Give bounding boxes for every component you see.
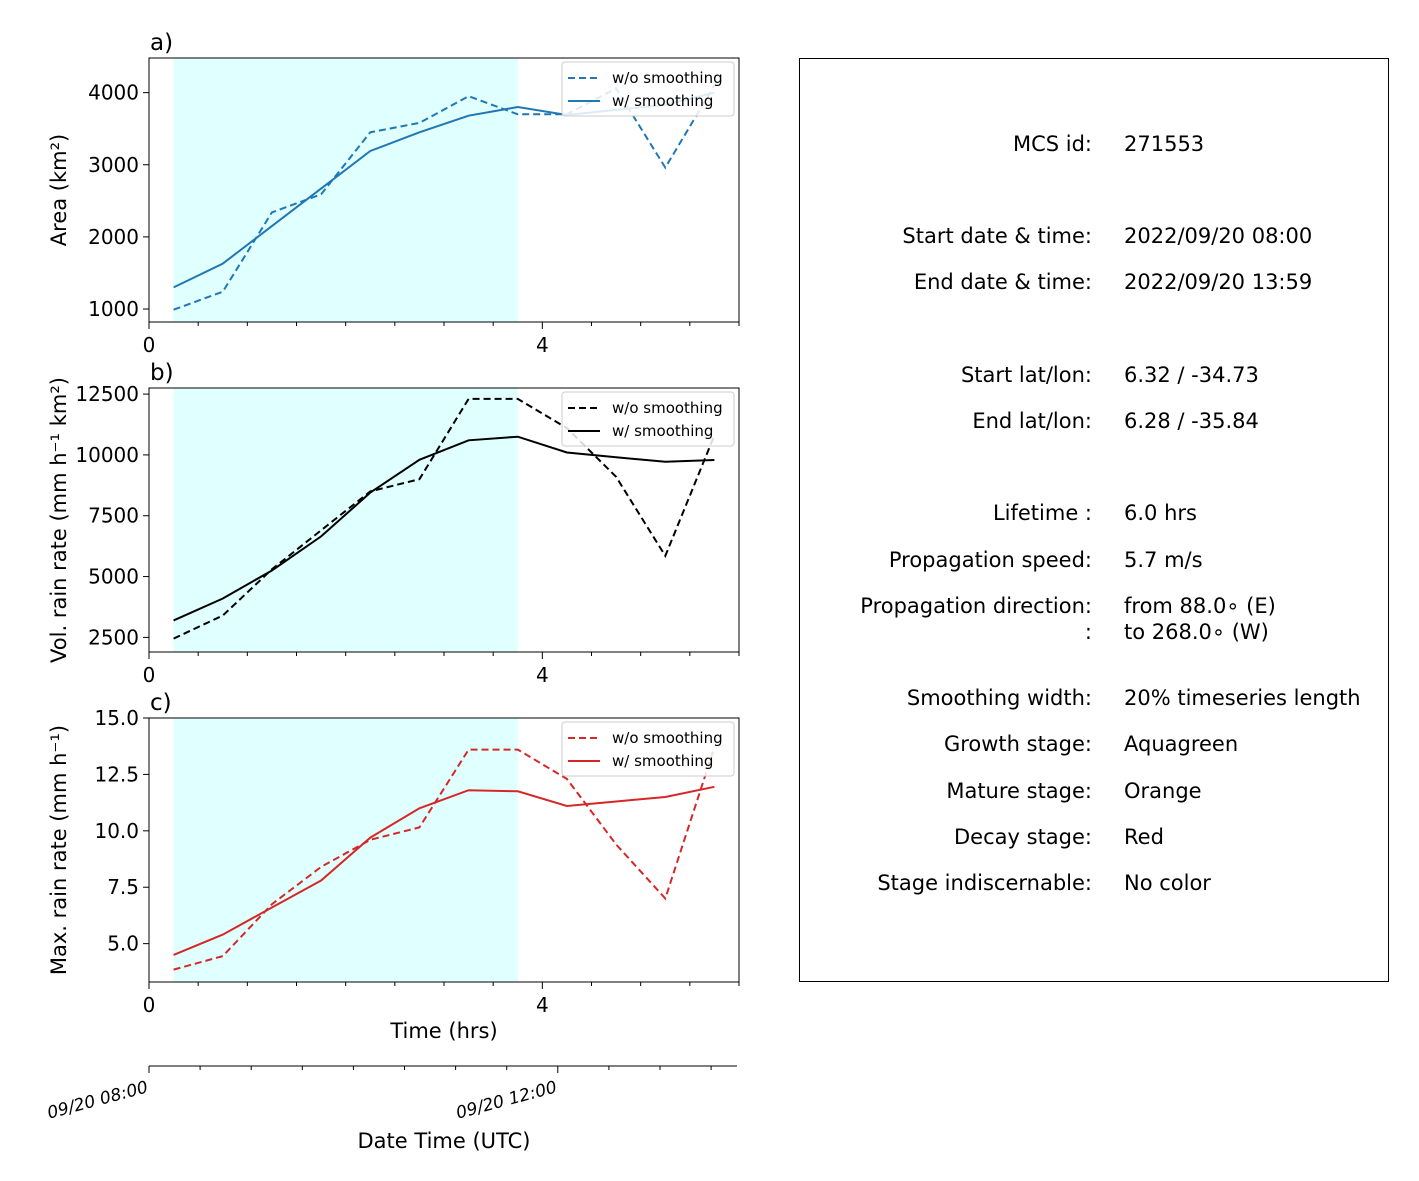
- y-tick-label: 10000: [75, 443, 139, 467]
- legend-entry: w/o smoothing: [612, 69, 723, 87]
- y-axis-label: Vol. rain rate (mm h⁻¹ km²): [47, 377, 71, 663]
- legend: w/o smoothing w/ smoothing: [561, 61, 735, 117]
- info-value: 6.32 / -34.73: [1124, 363, 1259, 387]
- y-axis-label: Max. rain rate (mm h⁻¹): [47, 725, 71, 975]
- series-line-smoothed: [173, 785, 715, 956]
- x-tick-label: 0: [143, 993, 156, 1017]
- x-tick-label: 4: [536, 663, 549, 687]
- panel-label: c): [150, 690, 172, 716]
- y-tick-label: 5.0: [107, 932, 139, 956]
- legend-entry: w/o smoothing: [612, 729, 723, 747]
- info-value: Aquagreen: [1124, 732, 1239, 756]
- info-value: 5.7 m/s: [1124, 548, 1203, 572]
- x-axis-label: Time (hrs): [389, 1019, 497, 1043]
- date-axis-label: Date Time (UTC): [358, 1129, 531, 1153]
- y-tick-label: 1000: [88, 297, 139, 321]
- y-tick-label: 7500: [88, 504, 139, 528]
- y-tick-label: 2000: [88, 225, 139, 249]
- info-label: Growth stage:: [943, 732, 1092, 756]
- panel-2: 2500 5000 7500 10000 12500 0 4 b) Vol. rain rate…: [47, 360, 740, 687]
- date-tick-label: 09/20 12:00: [454, 1078, 559, 1124]
- panel-3: 5.0 7.5 10.0 12.5 15.0 0 4 c) Max. rain rate (mm…: [47, 690, 740, 1043]
- info-value: No color: [1124, 871, 1211, 895]
- info-value: 6.0 hrs: [1124, 501, 1197, 525]
- panel-label: b): [150, 360, 174, 386]
- legend: w/o smoothing w/ smoothing: [561, 391, 735, 447]
- info-label: Propagation direction:: [860, 594, 1092, 618]
- info-label: Decay stage:: [954, 825, 1092, 849]
- info-value: to 268.0∘ (W): [1124, 620, 1269, 644]
- y-axis-label: Area (km²): [47, 134, 71, 246]
- info-label: End date & time:: [913, 270, 1092, 294]
- y-tick-label: 4000: [88, 81, 139, 105]
- info-value: 2022/09/20 13:59: [1124, 270, 1313, 294]
- panel-1: 1000 2000 3000 4000 0 4 a) Area (km²) w/o smooth…: [47, 30, 740, 357]
- info-label: Start date & time:: [902, 224, 1092, 248]
- legend-entry: w/ smoothing: [612, 752, 713, 770]
- info-value: Red: [1124, 825, 1164, 849]
- info-value: 6.28 / -35.84: [1124, 409, 1259, 433]
- growth-stage-shading: [173, 388, 518, 652]
- y-tick-label: 5000: [88, 565, 139, 589]
- legend-entry: w/o smoothing: [612, 399, 723, 417]
- info-label: Start lat/lon:: [960, 363, 1092, 387]
- legend: w/o smoothing w/ smoothing: [561, 721, 735, 777]
- info-label: Smoothing width:: [906, 686, 1092, 710]
- y-tick-label: 3000: [88, 153, 139, 177]
- info-value: Orange: [1124, 779, 1202, 803]
- info-label: End lat/lon:: [972, 409, 1092, 433]
- y-tick-label: 12.5: [94, 762, 139, 786]
- y-tick-label: 10.0: [94, 819, 139, 843]
- legend-entry: w/ smoothing: [612, 92, 713, 110]
- legend-frame: [561, 391, 735, 447]
- info-value: 2022/09/20 08:00: [1124, 224, 1313, 248]
- info-value: 271553: [1124, 132, 1205, 156]
- date-axis: 09/20 08:00 09/20 12:00 Date Time (UTC): [45, 1065, 737, 1153]
- mcs-info-box: MCS id: 271553 Start date & time: 2022/09/2…: [799, 58, 1389, 982]
- info-value: from 88.0∘ (E): [1124, 594, 1276, 618]
- y-tick-label: 7.5: [107, 875, 139, 899]
- info-label: Lifetime :: [992, 501, 1092, 525]
- x-tick-label: 4: [536, 333, 549, 357]
- info-value: 20% timeseries length: [1124, 686, 1361, 710]
- growth-stage-shading: [173, 718, 518, 982]
- y-tick-label: 15.0: [94, 706, 139, 730]
- x-tick-label: 0: [143, 333, 156, 357]
- info-label: Propagation speed:: [888, 548, 1092, 572]
- legend-frame: [561, 61, 735, 117]
- y-tick-label: 12500: [75, 382, 139, 406]
- date-tick-label: 09/20 08:00: [45, 1078, 150, 1124]
- legend-frame: [561, 721, 735, 777]
- series-line-raw: [173, 397, 716, 640]
- info-label: MCS id:: [1012, 132, 1092, 156]
- info-label: :: [1084, 620, 1092, 644]
- panel-label: a): [150, 30, 173, 56]
- y-tick-label: 2500: [88, 625, 139, 649]
- x-tick-label: 4: [536, 993, 549, 1017]
- legend-entry: w/ smoothing: [612, 422, 713, 440]
- info-label: Mature stage:: [946, 779, 1092, 803]
- info-label: Stage indiscernable:: [877, 871, 1092, 895]
- x-tick-label: 0: [143, 663, 156, 687]
- series-line-smoothed: [173, 435, 715, 622]
